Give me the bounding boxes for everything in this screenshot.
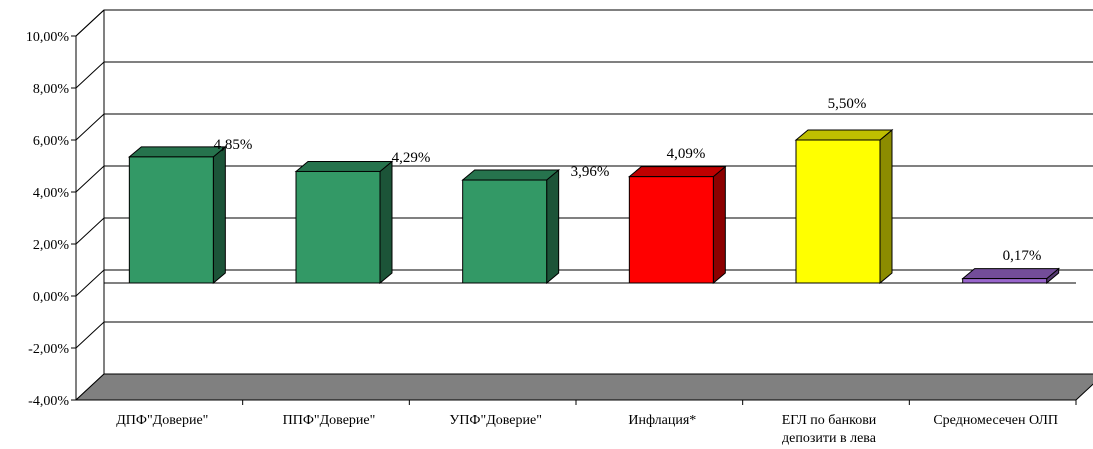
bar-front [628, 176, 714, 284]
bar-top [294, 160, 394, 172]
bar-front [962, 278, 1048, 284]
chart-walls [75, 9, 105, 400]
x-tick-label: ЕГЛ по банкови депозити в лева [782, 413, 877, 446]
bar-front [795, 139, 881, 284]
data-label: 5,50% [828, 96, 867, 112]
gridline [75, 321, 1093, 349]
x-tick-label: ДПФ"Доверие" [116, 413, 208, 428]
bar-side [546, 168, 560, 285]
bar [461, 168, 561, 285]
bar-side [212, 145, 226, 285]
bar [794, 128, 894, 285]
floor-plane [74, 373, 1093, 401]
gridline [75, 217, 1093, 245]
x-tick-label: Средномесечен ОЛП [933, 413, 1058, 428]
x-tick-label: УПФ"Доверие" [449, 413, 542, 428]
bar [127, 145, 227, 285]
x-tick-label: ППФ"Доверие" [283, 413, 376, 428]
bar-side [879, 128, 893, 285]
data-label: 4,09% [667, 146, 706, 162]
gridlines [75, 9, 1093, 401]
y-tick-label: 0,00% [33, 290, 70, 305]
y-tick-label: -4,00% [28, 394, 69, 409]
y-tick-label: 6,00% [33, 134, 70, 149]
y-tick-label: 2,00% [33, 238, 70, 253]
chart-floor [74, 373, 1093, 401]
y-tick-label: 10,00% [26, 30, 70, 45]
bar [961, 267, 1061, 285]
data-label: 0,17% [1003, 248, 1042, 264]
x-tick-labels: ДПФ"Доверие" ППФ"Доверие" УПФ"Доверие" Инфл… [116, 400, 1077, 446]
bar-front [295, 170, 381, 284]
bar-front [128, 156, 214, 284]
bar [294, 160, 394, 285]
y-tick-label: -2,00% [28, 342, 69, 357]
data-label: 4,29% [392, 150, 431, 166]
gridline [75, 9, 1093, 37]
bar-side [379, 160, 393, 285]
data-label: 4,85% [214, 137, 253, 153]
y-tick-label: 8,00% [33, 82, 70, 97]
bar-top [461, 169, 561, 181]
y-tick-label: 4,00% [33, 186, 70, 201]
bar-top [961, 268, 1061, 280]
side-wall-top-edge [75, 9, 105, 37]
bar-top [794, 129, 894, 141]
x-tick-label: Инфлация* [628, 413, 696, 428]
bar-front [462, 179, 548, 284]
bars [127, 128, 1061, 285]
data-label: 3,96% [571, 164, 610, 180]
bar-side [712, 165, 726, 285]
bar-top [627, 166, 727, 178]
y-tick-labels: -4,00% -2,00% 0,00% 2,00% 4,00% 6,00% 8,00% 10,… [26, 30, 76, 409]
bar-top [127, 146, 227, 158]
gridline [75, 61, 1093, 89]
data-labels: 4,85% 4,29% 3,96% 4,09% 5,50% 0,17% [214, 96, 1042, 264]
bar [627, 165, 727, 285]
